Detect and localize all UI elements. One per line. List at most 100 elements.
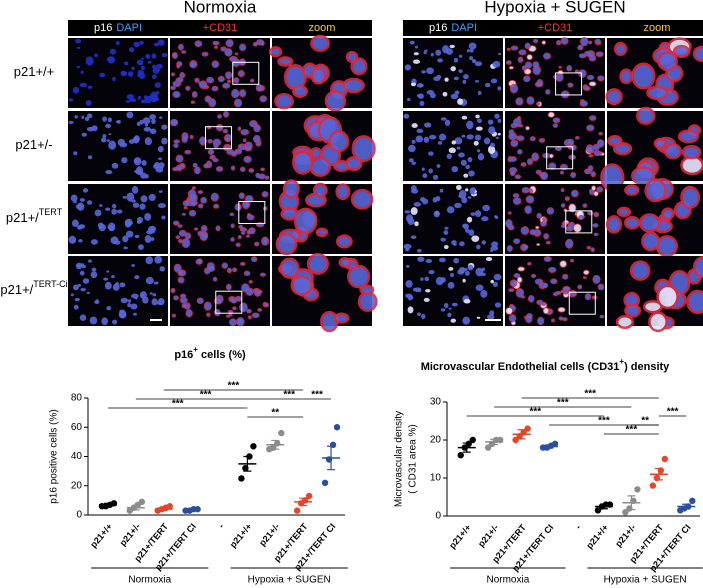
cell bbox=[215, 165, 224, 172]
cell bbox=[251, 312, 260, 319]
cell bbox=[596, 41, 602, 45]
group-label: Hypoxia + SUGEN bbox=[604, 575, 687, 586]
cell bbox=[142, 117, 151, 125]
cell bbox=[562, 273, 569, 280]
cell bbox=[586, 74, 595, 81]
micrograph bbox=[170, 184, 270, 254]
cell bbox=[543, 233, 550, 240]
cell bbox=[260, 167, 265, 172]
cell bbox=[566, 64, 573, 72]
cell bbox=[582, 269, 590, 276]
cell bbox=[148, 193, 156, 202]
x-tick-label: p21+/+ bbox=[88, 521, 114, 549]
cell bbox=[641, 231, 661, 252]
cell bbox=[72, 86, 80, 94]
cell bbox=[545, 240, 551, 245]
cell bbox=[73, 304, 79, 310]
cell bbox=[246, 308, 252, 314]
cell bbox=[547, 111, 555, 118]
image-bg bbox=[170, 38, 270, 108]
cell bbox=[555, 290, 562, 296]
cell bbox=[586, 50, 596, 58]
cell bbox=[136, 121, 141, 127]
cell bbox=[140, 195, 148, 203]
cell bbox=[405, 264, 410, 268]
cell bbox=[458, 54, 463, 58]
cell bbox=[279, 257, 300, 279]
x-tick-label: p21+/- bbox=[257, 521, 282, 548]
cell bbox=[181, 303, 188, 309]
cell bbox=[246, 229, 252, 235]
header-part: +CD31 bbox=[538, 22, 573, 34]
cell bbox=[536, 212, 543, 219]
cell bbox=[228, 318, 237, 327]
cell bbox=[258, 290, 263, 294]
cell bbox=[459, 241, 465, 247]
cell bbox=[309, 156, 332, 177]
cell bbox=[446, 153, 452, 159]
cell bbox=[200, 196, 208, 204]
micrograph bbox=[505, 37, 605, 108]
cell bbox=[127, 303, 132, 308]
cell bbox=[175, 77, 184, 83]
cell bbox=[480, 289, 488, 298]
micrograph bbox=[272, 179, 374, 256]
cell bbox=[221, 262, 229, 269]
cell bbox=[207, 138, 213, 144]
error-bar bbox=[545, 444, 554, 449]
cell bbox=[480, 272, 486, 277]
cell bbox=[450, 272, 455, 278]
cell bbox=[177, 224, 183, 228]
cell bbox=[115, 120, 120, 123]
cell bbox=[211, 60, 220, 69]
cell bbox=[237, 70, 245, 78]
cell bbox=[335, 234, 353, 249]
cell bbox=[261, 190, 269, 198]
cell bbox=[175, 154, 184, 163]
cell bbox=[540, 171, 549, 181]
micrograph bbox=[491, 256, 605, 326]
cell bbox=[247, 315, 252, 320]
cell bbox=[190, 201, 197, 207]
cell bbox=[127, 71, 134, 77]
cell bbox=[238, 89, 247, 98]
column-header: +CD31 bbox=[538, 22, 573, 34]
significance-label: *** bbox=[557, 398, 569, 409]
cell bbox=[559, 170, 564, 175]
cell bbox=[514, 174, 522, 180]
cell bbox=[458, 69, 463, 73]
cell bbox=[577, 44, 584, 51]
cell bbox=[215, 225, 221, 232]
cell bbox=[424, 276, 430, 282]
cell bbox=[139, 119, 144, 125]
title-sup: + bbox=[193, 345, 198, 354]
cell bbox=[491, 241, 499, 248]
cell bbox=[596, 186, 604, 193]
cell bbox=[127, 221, 133, 225]
cell bbox=[134, 234, 140, 239]
zoom-box bbox=[568, 291, 596, 315]
cell bbox=[159, 266, 166, 272]
cell bbox=[95, 299, 99, 304]
cell bbox=[490, 279, 494, 284]
cell bbox=[181, 238, 191, 249]
cell bbox=[681, 144, 702, 160]
cell bbox=[467, 196, 472, 199]
cell bbox=[172, 220, 180, 226]
cell bbox=[90, 271, 98, 279]
cell bbox=[565, 225, 574, 232]
x-tick-label: p21+/+ bbox=[228, 521, 254, 549]
cell bbox=[112, 76, 116, 82]
cell bbox=[234, 203, 242, 211]
cell bbox=[636, 106, 656, 125]
cell bbox=[106, 270, 110, 273]
cell bbox=[548, 162, 557, 170]
cell bbox=[417, 287, 422, 293]
cell bbox=[474, 61, 483, 67]
cell bbox=[194, 40, 203, 48]
cell bbox=[196, 297, 204, 304]
cell bbox=[599, 314, 605, 319]
cell bbox=[551, 318, 555, 323]
cell bbox=[197, 203, 204, 209]
y-tick-label: 60 bbox=[71, 422, 83, 433]
